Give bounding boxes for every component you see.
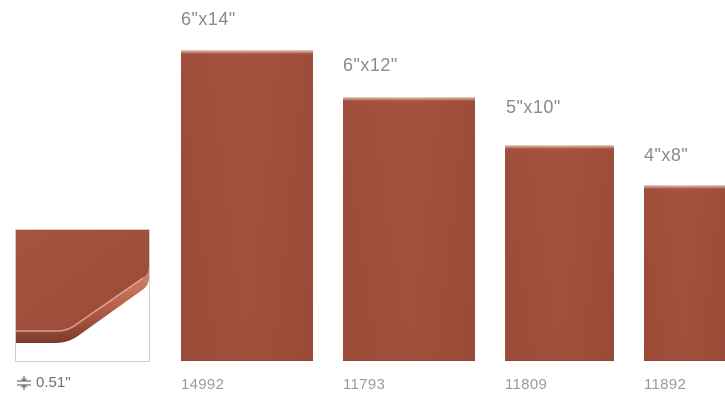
tile-swatch-6x12: [343, 97, 475, 361]
tile-size-label: 6"x12": [343, 55, 398, 75]
tile-code-label: 14992: [181, 376, 225, 393]
edge-detail-image: [15, 229, 150, 362]
tile-swatch-4x8: [644, 185, 725, 361]
tile-swatch-5x10: [505, 145, 614, 361]
edge-profile-illustration: [16, 230, 149, 361]
tile-code-label: 11793: [343, 376, 386, 393]
tile-code-label: 11892: [644, 376, 687, 393]
tile-code-label: 11809: [505, 376, 548, 393]
tile-size-label: 4"x8": [644, 145, 689, 165]
thickness-value: 0.51": [36, 374, 71, 391]
tile-size-label: 6"x14": [181, 9, 236, 29]
tile-size-label: 5"x10": [506, 97, 561, 117]
thickness-icon: [17, 375, 31, 390]
thickness-indicator: 0.51": [16, 374, 71, 391]
tile-swatch-6x14: [181, 50, 313, 361]
